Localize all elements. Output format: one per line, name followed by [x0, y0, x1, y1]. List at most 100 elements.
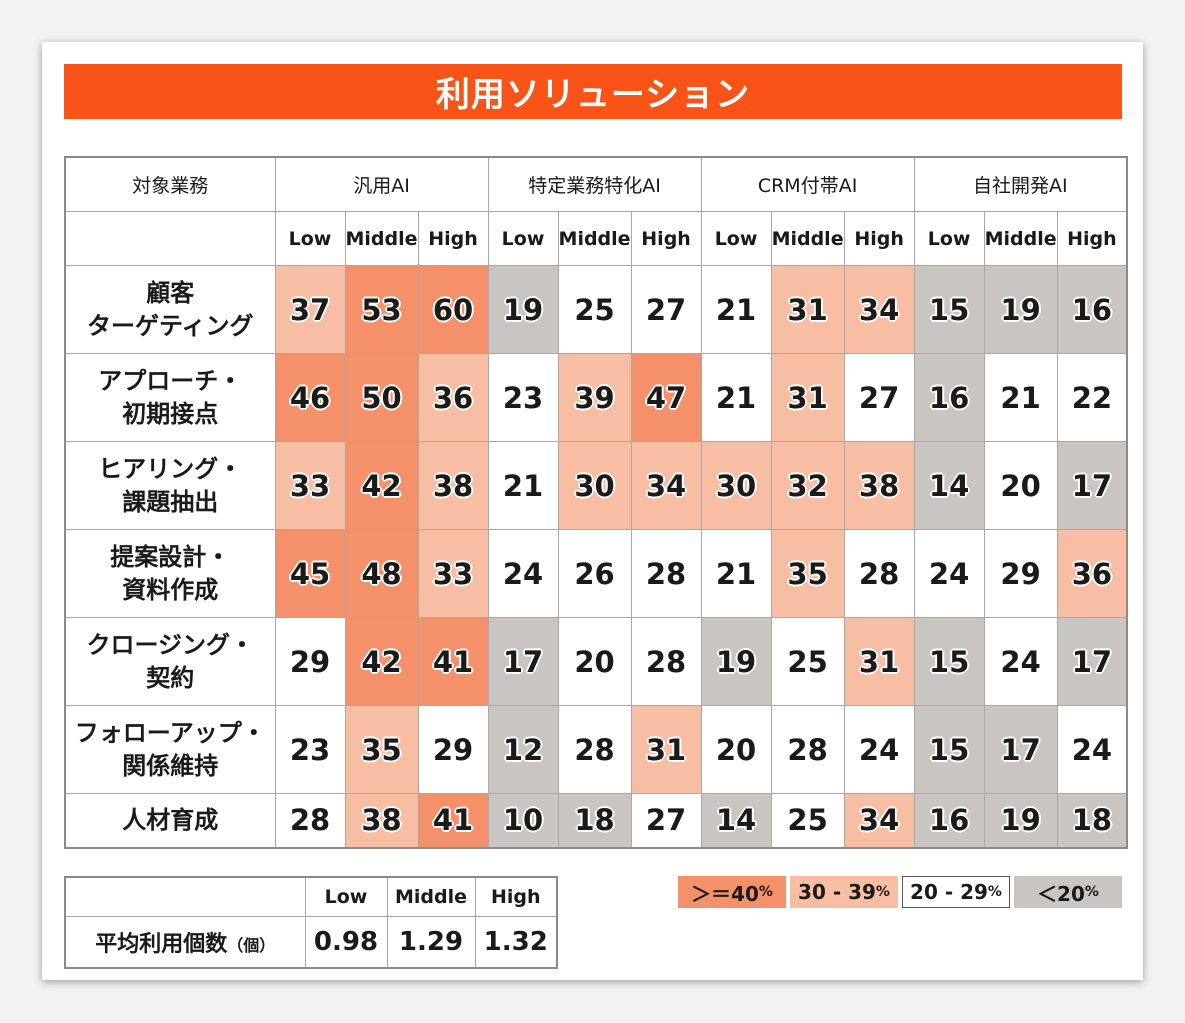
cell-value: 37 — [289, 292, 331, 327]
cell-value: 28 — [574, 732, 615, 767]
heatmap-cell: 24 — [487, 529, 559, 618]
cell-value: 15 — [928, 732, 970, 767]
heatmap-cell: 23 — [274, 705, 346, 794]
heatmap-cell: 27 — [630, 793, 702, 848]
avg-header-low: Low — [304, 876, 388, 917]
level-header-general-ai-low: Low — [274, 211, 346, 266]
cell-value: 28 — [787, 732, 828, 767]
heatmap-cell: 28 — [274, 793, 346, 848]
avg-empty-header — [64, 876, 306, 917]
table-row: 提案設計・ 資料作成 45 48 33 24 26 28 21 35 28 24 29 36 — [64, 529, 1128, 618]
cell-value: 20 — [715, 732, 757, 767]
level-header-inhouse-ai-low: Low — [913, 211, 985, 266]
group-header-crm-ai: CRM付帯AI — [700, 156, 915, 212]
legend-lt20-pct: % — [1084, 884, 1099, 900]
cell-value: 19 — [715, 644, 757, 679]
cell-value: 34 — [858, 803, 900, 838]
heatmap-cell: 21 — [487, 441, 559, 530]
cell-value: 41 — [432, 803, 474, 838]
group-header-general-ai: 汎用AI — [274, 156, 489, 212]
heatmap-cell: 36 — [1056, 529, 1128, 618]
level-header-specialized-ai-high: High — [630, 211, 702, 266]
cell-value: 38 — [432, 468, 474, 503]
legend: ＞＝40% 30 - 39% 20 - 29% ＜20% — [678, 876, 1122, 908]
heatmap-cell: 47 — [630, 353, 702, 442]
heatmap-cell: 20 — [557, 617, 632, 706]
cell-value: 14 — [715, 803, 757, 838]
cell-value: 24 — [502, 556, 544, 591]
cell-value: 29 — [1000, 556, 1041, 591]
cell-value: 31 — [787, 380, 828, 415]
row-label: 顧客 ターゲティング — [64, 265, 276, 354]
table-row: 人材育成 28 38 41 10 18 27 14 25 34 16 19 18 — [64, 793, 1128, 848]
heatmap-cell: 22 — [1056, 353, 1128, 442]
heatmap-cell: 34 — [843, 793, 915, 848]
cell-value: 20 — [574, 644, 615, 679]
cell-value: 14 — [928, 468, 970, 503]
cell-value: 19 — [1000, 292, 1041, 327]
cell-value: 36 — [1071, 556, 1113, 591]
cell-value: 28 — [858, 556, 900, 591]
heatmap-cell: 38 — [843, 441, 915, 530]
cell-value: 33 — [432, 556, 474, 591]
cell-value: 47 — [645, 380, 687, 415]
heatmap-cell: 17 — [487, 617, 559, 706]
heatmap-cell: 24 — [913, 529, 985, 618]
table-row: クロージング・ 契約 29 42 41 17 20 28 19 25 31 15 24 17 — [64, 617, 1128, 706]
heatmap-cell: 19 — [700, 617, 772, 706]
heatmap-cell: 28 — [843, 529, 915, 618]
heatmap-cell: 41 — [417, 617, 489, 706]
cell-value: 15 — [928, 292, 970, 327]
cell-value: 24 — [1071, 732, 1113, 767]
heatmap-cell: 32 — [770, 441, 845, 530]
cell-value: 32 — [787, 468, 828, 503]
cell-value: 27 — [858, 380, 900, 415]
empty-header-cell — [64, 211, 276, 266]
avg-label: 平均利用個数 — [95, 932, 228, 957]
avg-header-high: High — [474, 876, 558, 917]
cell-value: 24 — [928, 556, 970, 591]
cell-value: 19 — [1000, 803, 1041, 838]
heatmap-cell: 19 — [487, 265, 559, 354]
corner-header: 対象業務 — [64, 156, 276, 212]
heatmap-cell: 42 — [344, 617, 419, 706]
heatmap-cell: 19 — [983, 793, 1058, 848]
cell-value: 17 — [502, 644, 544, 679]
cell-value: 34 — [858, 292, 900, 327]
heatmap-cell: 14 — [700, 793, 772, 848]
avg-unit: （個） — [227, 936, 276, 955]
avg-header-middle: Middle — [386, 876, 476, 917]
level-header-specialized-ai-low: Low — [487, 211, 559, 266]
cell-value: 28 — [645, 556, 687, 591]
cell-value: 26 — [574, 556, 615, 591]
cell-value: 53 — [361, 292, 402, 327]
heatmap-cell: 18 — [557, 793, 632, 848]
table-row: アプローチ・ 初期接点 46 50 36 23 39 47 21 31 27 16 21 22 — [64, 353, 1128, 442]
cell-value: 16 — [928, 803, 970, 838]
cell-value: 31 — [858, 644, 900, 679]
heatmap-cell: 30 — [700, 441, 772, 530]
group-header-inhouse-ai: 自社開発AI — [913, 156, 1128, 212]
cell-value: 39 — [574, 380, 615, 415]
cell-value: 15 — [928, 644, 970, 679]
cell-value: 10 — [502, 803, 544, 838]
row-label: フォローアップ・ 関係維持 — [64, 705, 276, 794]
heatmap-cell: 31 — [770, 353, 845, 442]
heatmap-cell: 48 — [344, 529, 419, 618]
heatmap-cell: 25 — [770, 617, 845, 706]
cell-value: 31 — [645, 732, 687, 767]
legend-30-39: 30 - 39% — [790, 876, 898, 908]
heatmap-cell: 37 — [274, 265, 346, 354]
avg-label-cell: 平均利用個数（個） — [64, 916, 306, 969]
cell-value: 35 — [787, 556, 828, 591]
cell-value: 42 — [361, 644, 402, 679]
cell-value: 21 — [715, 380, 757, 415]
cell-value: 36 — [432, 380, 474, 415]
cell-value: 28 — [645, 644, 687, 679]
heatmap-cell: 60 — [417, 265, 489, 354]
level-header-inhouse-ai-middle: Middle — [983, 211, 1058, 266]
cell-value: 29 — [432, 732, 474, 767]
level-header-crm-ai-high: High — [843, 211, 915, 266]
level-header-general-ai-high: High — [417, 211, 489, 266]
cell-value: 21 — [715, 556, 757, 591]
